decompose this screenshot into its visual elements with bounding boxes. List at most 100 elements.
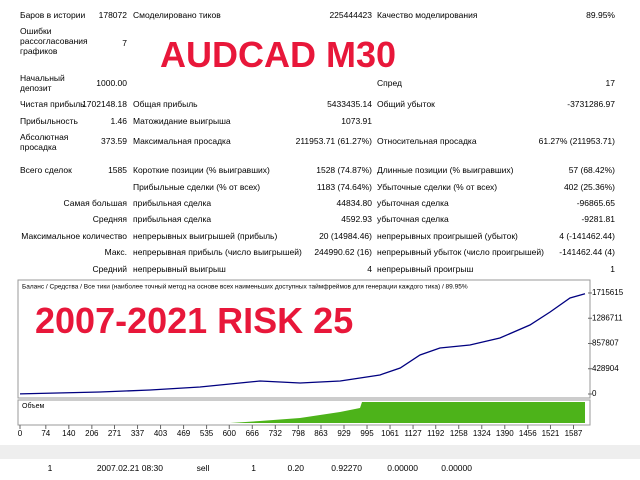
stat-label: Абсолютная просадка bbox=[20, 132, 69, 152]
stat-value: 57 (68.42%) bbox=[568, 165, 615, 175]
stat-value: 402 (25.36%) bbox=[563, 182, 615, 192]
stat-label: Общий убыток bbox=[377, 99, 435, 109]
x-tick-label: 1521 bbox=[542, 429, 560, 438]
stat-label: непрерывных проигрышей (убыток) bbox=[377, 231, 518, 241]
stat-value: 61.27% (211953.71) bbox=[538, 136, 615, 146]
stat-value: -141462.44 (4) bbox=[559, 247, 615, 257]
volume-area bbox=[230, 402, 585, 423]
x-tick-label: 403 bbox=[154, 429, 168, 438]
stat-value: 178072 bbox=[98, 10, 127, 20]
stat-label: убыточная сделка bbox=[377, 198, 449, 208]
stat-value: -3731286.97 bbox=[567, 99, 615, 109]
stat-value: 20 (14984.46) bbox=[319, 231, 372, 241]
stat-label: Общая прибыль bbox=[133, 99, 198, 109]
x-tick-label: 863 bbox=[314, 429, 328, 438]
stat-value: 1528 (74.87%) bbox=[316, 165, 372, 175]
stat-label: убыточная сделка bbox=[377, 214, 449, 224]
stat-label: Смоделировано тиков bbox=[133, 10, 221, 20]
x-tick-label: 0 bbox=[18, 429, 23, 438]
trade-cell: 1 bbox=[251, 463, 256, 473]
x-tick-label: 1061 bbox=[381, 429, 399, 438]
stat-label: непрерывный проигрыш bbox=[377, 264, 474, 274]
stat-label: Длинные позиции (% выигравших) bbox=[377, 165, 514, 175]
trade-header-bg bbox=[0, 445, 640, 459]
x-tick-label: 600 bbox=[223, 429, 237, 438]
stat-value: 1585 bbox=[108, 165, 127, 175]
x-tick-label: 206 bbox=[85, 429, 99, 438]
stat-label: Прибыльность bbox=[20, 116, 78, 126]
stat-value: 1.46 bbox=[110, 116, 127, 126]
stat-label: Ошибки рассогласования графиков bbox=[20, 26, 88, 56]
y-tick-label: 1715615 bbox=[592, 288, 624, 297]
stat-value: 1 bbox=[610, 264, 615, 274]
stat-value: 373.59 bbox=[101, 136, 127, 146]
trade-cell: 2007.02.21 08:30 bbox=[96, 463, 163, 473]
x-tick-label: 74 bbox=[41, 429, 50, 438]
x-tick-label: 666 bbox=[246, 429, 260, 438]
trade-cell: sell bbox=[196, 463, 210, 473]
stat-value: 1702148.18 bbox=[82, 99, 127, 109]
stat-label: Самая большая bbox=[63, 198, 127, 208]
y-tick-label: 0 bbox=[592, 389, 597, 398]
x-tick-label: 732 bbox=[269, 429, 283, 438]
stat-value: -96865.65 bbox=[576, 198, 615, 208]
stat-label: Убыточные сделки (% от всех) bbox=[377, 182, 498, 192]
stat-label: Спред bbox=[377, 78, 402, 88]
balance-line bbox=[19, 293, 586, 395]
stat-value: 44834.80 bbox=[336, 198, 372, 208]
stat-label: Начальный депозит bbox=[20, 73, 65, 93]
trade-cell: 0.92270 bbox=[331, 463, 362, 473]
stat-label: Максимальное количество bbox=[21, 231, 127, 241]
volume-label: Объем bbox=[22, 402, 44, 410]
stat-value: 4 (-141462.44) bbox=[559, 231, 615, 241]
stat-label: Макс. bbox=[104, 247, 127, 257]
trade-cell: 0.20 bbox=[287, 463, 304, 473]
stat-label: Средняя bbox=[92, 214, 127, 224]
stat-label: непрерывная прибыль (число выигрышей) bbox=[133, 247, 302, 257]
x-tick-label: 1324 bbox=[473, 429, 491, 438]
stat-label: Всего сделок bbox=[20, 165, 72, 175]
stat-value: 1000.00 bbox=[96, 78, 127, 88]
x-tick-label: 1192 bbox=[427, 429, 445, 438]
stat-value: 211953.71 (61.27%) bbox=[295, 136, 372, 146]
stat-label: Относительная просадка bbox=[377, 136, 477, 146]
x-tick-label: 469 bbox=[177, 429, 191, 438]
x-tick-label: 798 bbox=[292, 429, 306, 438]
x-tick-label: 271 bbox=[108, 429, 122, 438]
overlay-title: AUDCAD M30 bbox=[160, 34, 397, 75]
stat-value: 225444423 bbox=[329, 10, 372, 20]
x-tick-label: 535 bbox=[200, 429, 214, 438]
stat-label: Максимальная просадка bbox=[133, 136, 231, 146]
stat-label: Прибыльные сделки (% от всех) bbox=[133, 182, 261, 192]
stat-label: непрерывных выигрышей (прибыль) bbox=[133, 231, 278, 241]
stat-value: 89.95% bbox=[586, 10, 615, 20]
x-tick-label: 929 bbox=[337, 429, 351, 438]
stat-value: 4 bbox=[367, 264, 372, 274]
x-tick-label: 1258 bbox=[450, 429, 468, 438]
stat-label: прибыльная сделка bbox=[133, 198, 212, 208]
stat-value: 4592.93 bbox=[341, 214, 372, 224]
stat-label: непрерывный убыток (число проигрышей) bbox=[377, 247, 544, 257]
stat-value: 244990.62 (16) bbox=[314, 247, 372, 257]
stat-label: Средний bbox=[92, 264, 127, 274]
stat-value: 5433435.14 bbox=[327, 99, 372, 109]
trade-cell: 1 bbox=[47, 463, 53, 473]
x-tick-label: 1587 bbox=[565, 429, 583, 438]
trade-cell: 0.00000 bbox=[441, 463, 472, 473]
stat-label: Чистая прибыль bbox=[20, 99, 85, 109]
x-tick-label: 140 bbox=[62, 429, 76, 438]
chart-legend: Баланс / Средства / Все тики (наиболее т… bbox=[22, 283, 468, 291]
stat-label: Короткие позиции (% выигравших) bbox=[133, 165, 270, 175]
stat-value: 1073.91 bbox=[341, 116, 372, 126]
x-tick-label: 337 bbox=[131, 429, 145, 438]
stat-label: непрерывный выигрыш bbox=[133, 264, 226, 274]
x-tick-label: 1390 bbox=[496, 429, 514, 438]
stat-label: Качество моделирования bbox=[377, 10, 478, 20]
stat-value: 1183 (74.64%) bbox=[316, 182, 372, 192]
x-tick-label: 995 bbox=[360, 429, 374, 438]
stat-label: прибыльная сделка bbox=[133, 214, 212, 224]
stat-value: 17 bbox=[605, 78, 615, 88]
overlay-subtitle: 2007-2021 RISK 25 bbox=[35, 300, 354, 341]
